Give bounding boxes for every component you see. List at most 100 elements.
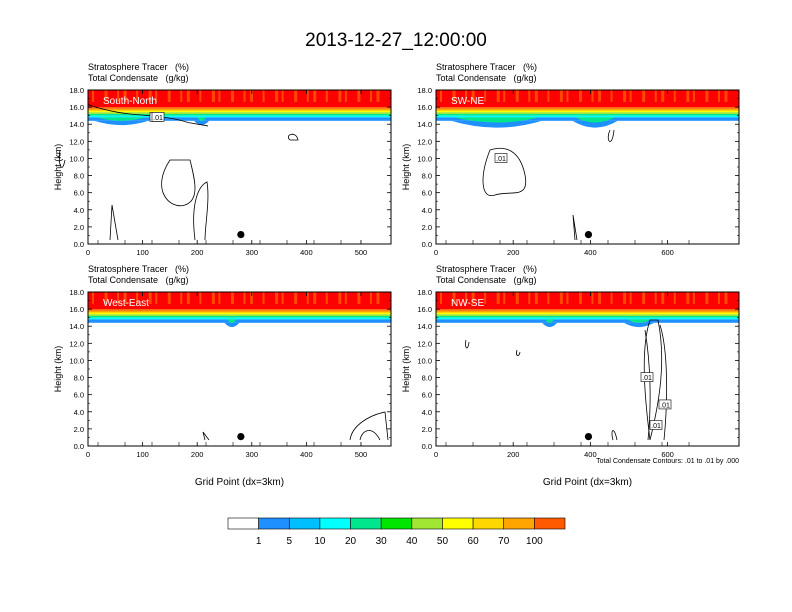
y-tick-label: 14.0: [69, 120, 84, 129]
tracer-streak: [673, 292, 676, 304]
tracer-streak: [673, 90, 676, 102]
tracer-streak: [369, 90, 372, 102]
location-marker: [237, 432, 245, 441]
x-axis-label: Grid Point (dx=3km): [543, 477, 632, 488]
contour-label: .01: [496, 156, 506, 163]
tracer-streak: [692, 292, 695, 304]
tracer-streak: [654, 90, 657, 102]
tracer-streak: [250, 90, 254, 102]
y-tick-label: 2.0: [74, 223, 84, 232]
tracer-streak: [104, 90, 108, 102]
tracer-dip: [224, 322, 240, 328]
tracer-streak: [243, 292, 246, 304]
tracer-dip: [454, 117, 540, 123]
tracer-streak: [281, 292, 284, 304]
colorbar-label: 70: [498, 536, 510, 547]
tracer-dip: [451, 120, 543, 128]
y-tick-label: 4.0: [74, 408, 84, 417]
y-tick-label: 16.0: [69, 103, 84, 112]
tracer-band: [88, 112, 391, 114]
tracer-streak: [306, 90, 309, 102]
tracer-streak: [559, 292, 563, 304]
tracer-dip: [97, 117, 146, 121]
y-tick-label: 18.0: [69, 86, 84, 95]
tracer-streak: [515, 292, 519, 304]
tracer-streak: [294, 90, 298, 102]
tracer-band: [436, 115, 739, 118]
x-tick-label: 300: [246, 450, 259, 459]
colorbar-swatch: [288, 517, 321, 530]
colorbar: 1 5 10 20 30 40 50 60 70 100: [227, 517, 566, 547]
tracer-band: [436, 110, 739, 113]
tracer-streak: [661, 90, 665, 102]
tracer-streak: [92, 90, 94, 102]
condensate-contour: [644, 329, 651, 441]
tracer-streak: [705, 292, 709, 304]
tracer-streak: [369, 292, 372, 304]
contour-label: .01: [153, 115, 163, 122]
tracer-band: [88, 110, 391, 113]
tracer-streak: [547, 90, 550, 102]
y-tick-label: 18.0: [69, 288, 84, 297]
condensate-contour: [611, 430, 618, 441]
tracer-streak: [325, 292, 328, 304]
tracer-streak: [313, 90, 317, 102]
y-tick-label: 4.0: [422, 206, 432, 215]
x-tick-label: 400: [300, 450, 313, 459]
y-tick-label: 2.0: [422, 223, 432, 232]
tracer-streak: [566, 292, 569, 304]
tracer-streak: [503, 90, 506, 102]
tracer-band: [88, 113, 391, 116]
tracer-streak: [186, 90, 190, 102]
y-tick-label: 16.0: [417, 103, 432, 112]
tracer-streak: [344, 292, 347, 304]
x-tick-label: 100: [136, 450, 149, 459]
tracer-streak: [471, 292, 475, 304]
tracer-dip: [623, 322, 655, 328]
y-tick-label: 2.0: [74, 425, 84, 434]
x-tick-label: 200: [507, 450, 520, 459]
tracer-streak: [167, 90, 171, 102]
x-tick-label: 600: [661, 248, 674, 257]
tracer-streak: [629, 90, 632, 102]
colorbar-swatch: [380, 517, 413, 530]
tracer-streak: [136, 292, 139, 304]
panel-4-header-line2: Total Condensate (g/kg): [436, 275, 537, 285]
tracer-streak: [591, 90, 594, 102]
x-tick-label: 0: [86, 450, 90, 459]
tracer-band: [88, 107, 391, 109]
y-tick-label: 18.0: [417, 288, 432, 297]
tracer-streak: [692, 90, 695, 102]
tracer-streak: [136, 90, 139, 102]
tracer-streak: [338, 292, 342, 304]
tracer-streak: [338, 90, 342, 102]
tracer-streak: [717, 292, 720, 304]
contour-label-box: [151, 112, 165, 122]
tracer-band: [88, 314, 391, 316]
y-tick-label: 12.0: [417, 137, 432, 146]
location-marker: [584, 432, 593, 441]
y-tick-label: 12.0: [417, 339, 432, 348]
y-tick-label: 6.0: [422, 391, 432, 400]
tracer-streak: [199, 90, 202, 102]
tracer-streak: [376, 90, 380, 102]
contour-label-box: [649, 420, 663, 430]
colorbar-swatch: [411, 517, 443, 530]
tracer-streak: [250, 292, 254, 304]
tracer-streak: [211, 292, 215, 304]
tracer-streak: [515, 90, 519, 102]
tracer-dip: [626, 319, 652, 323]
tracer-streak: [686, 292, 690, 304]
tracer-streak: [598, 292, 602, 304]
x-tick-label: 0: [434, 450, 438, 459]
condensate-contour: [482, 147, 527, 196]
tracer-streak: [642, 90, 646, 102]
colorbar-label: 5: [286, 536, 292, 547]
tracer-dip: [227, 319, 237, 323]
tracer-band: [88, 319, 391, 323]
tracer-streak: [559, 90, 563, 102]
x-tick-label: 400: [584, 450, 597, 459]
x-axis-label: Grid Point (dx=3km): [195, 477, 284, 488]
tracer-band: [88, 317, 391, 320]
tracer-band: [88, 312, 391, 315]
